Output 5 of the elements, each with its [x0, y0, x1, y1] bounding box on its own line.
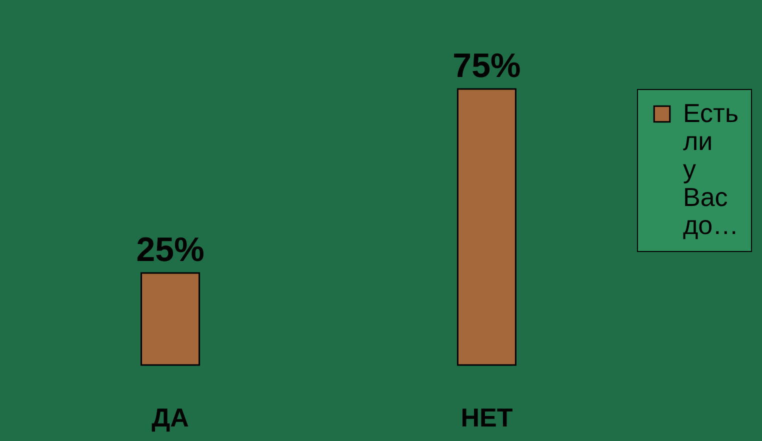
x-tick-label: НЕТ: [460, 402, 513, 432]
x-tick-label: ДА: [152, 402, 190, 432]
legend-label: Есть ли у Вас до…: [683, 98, 739, 240]
data-label: 25%: [136, 231, 204, 269]
data-label: 75%: [452, 47, 521, 85]
